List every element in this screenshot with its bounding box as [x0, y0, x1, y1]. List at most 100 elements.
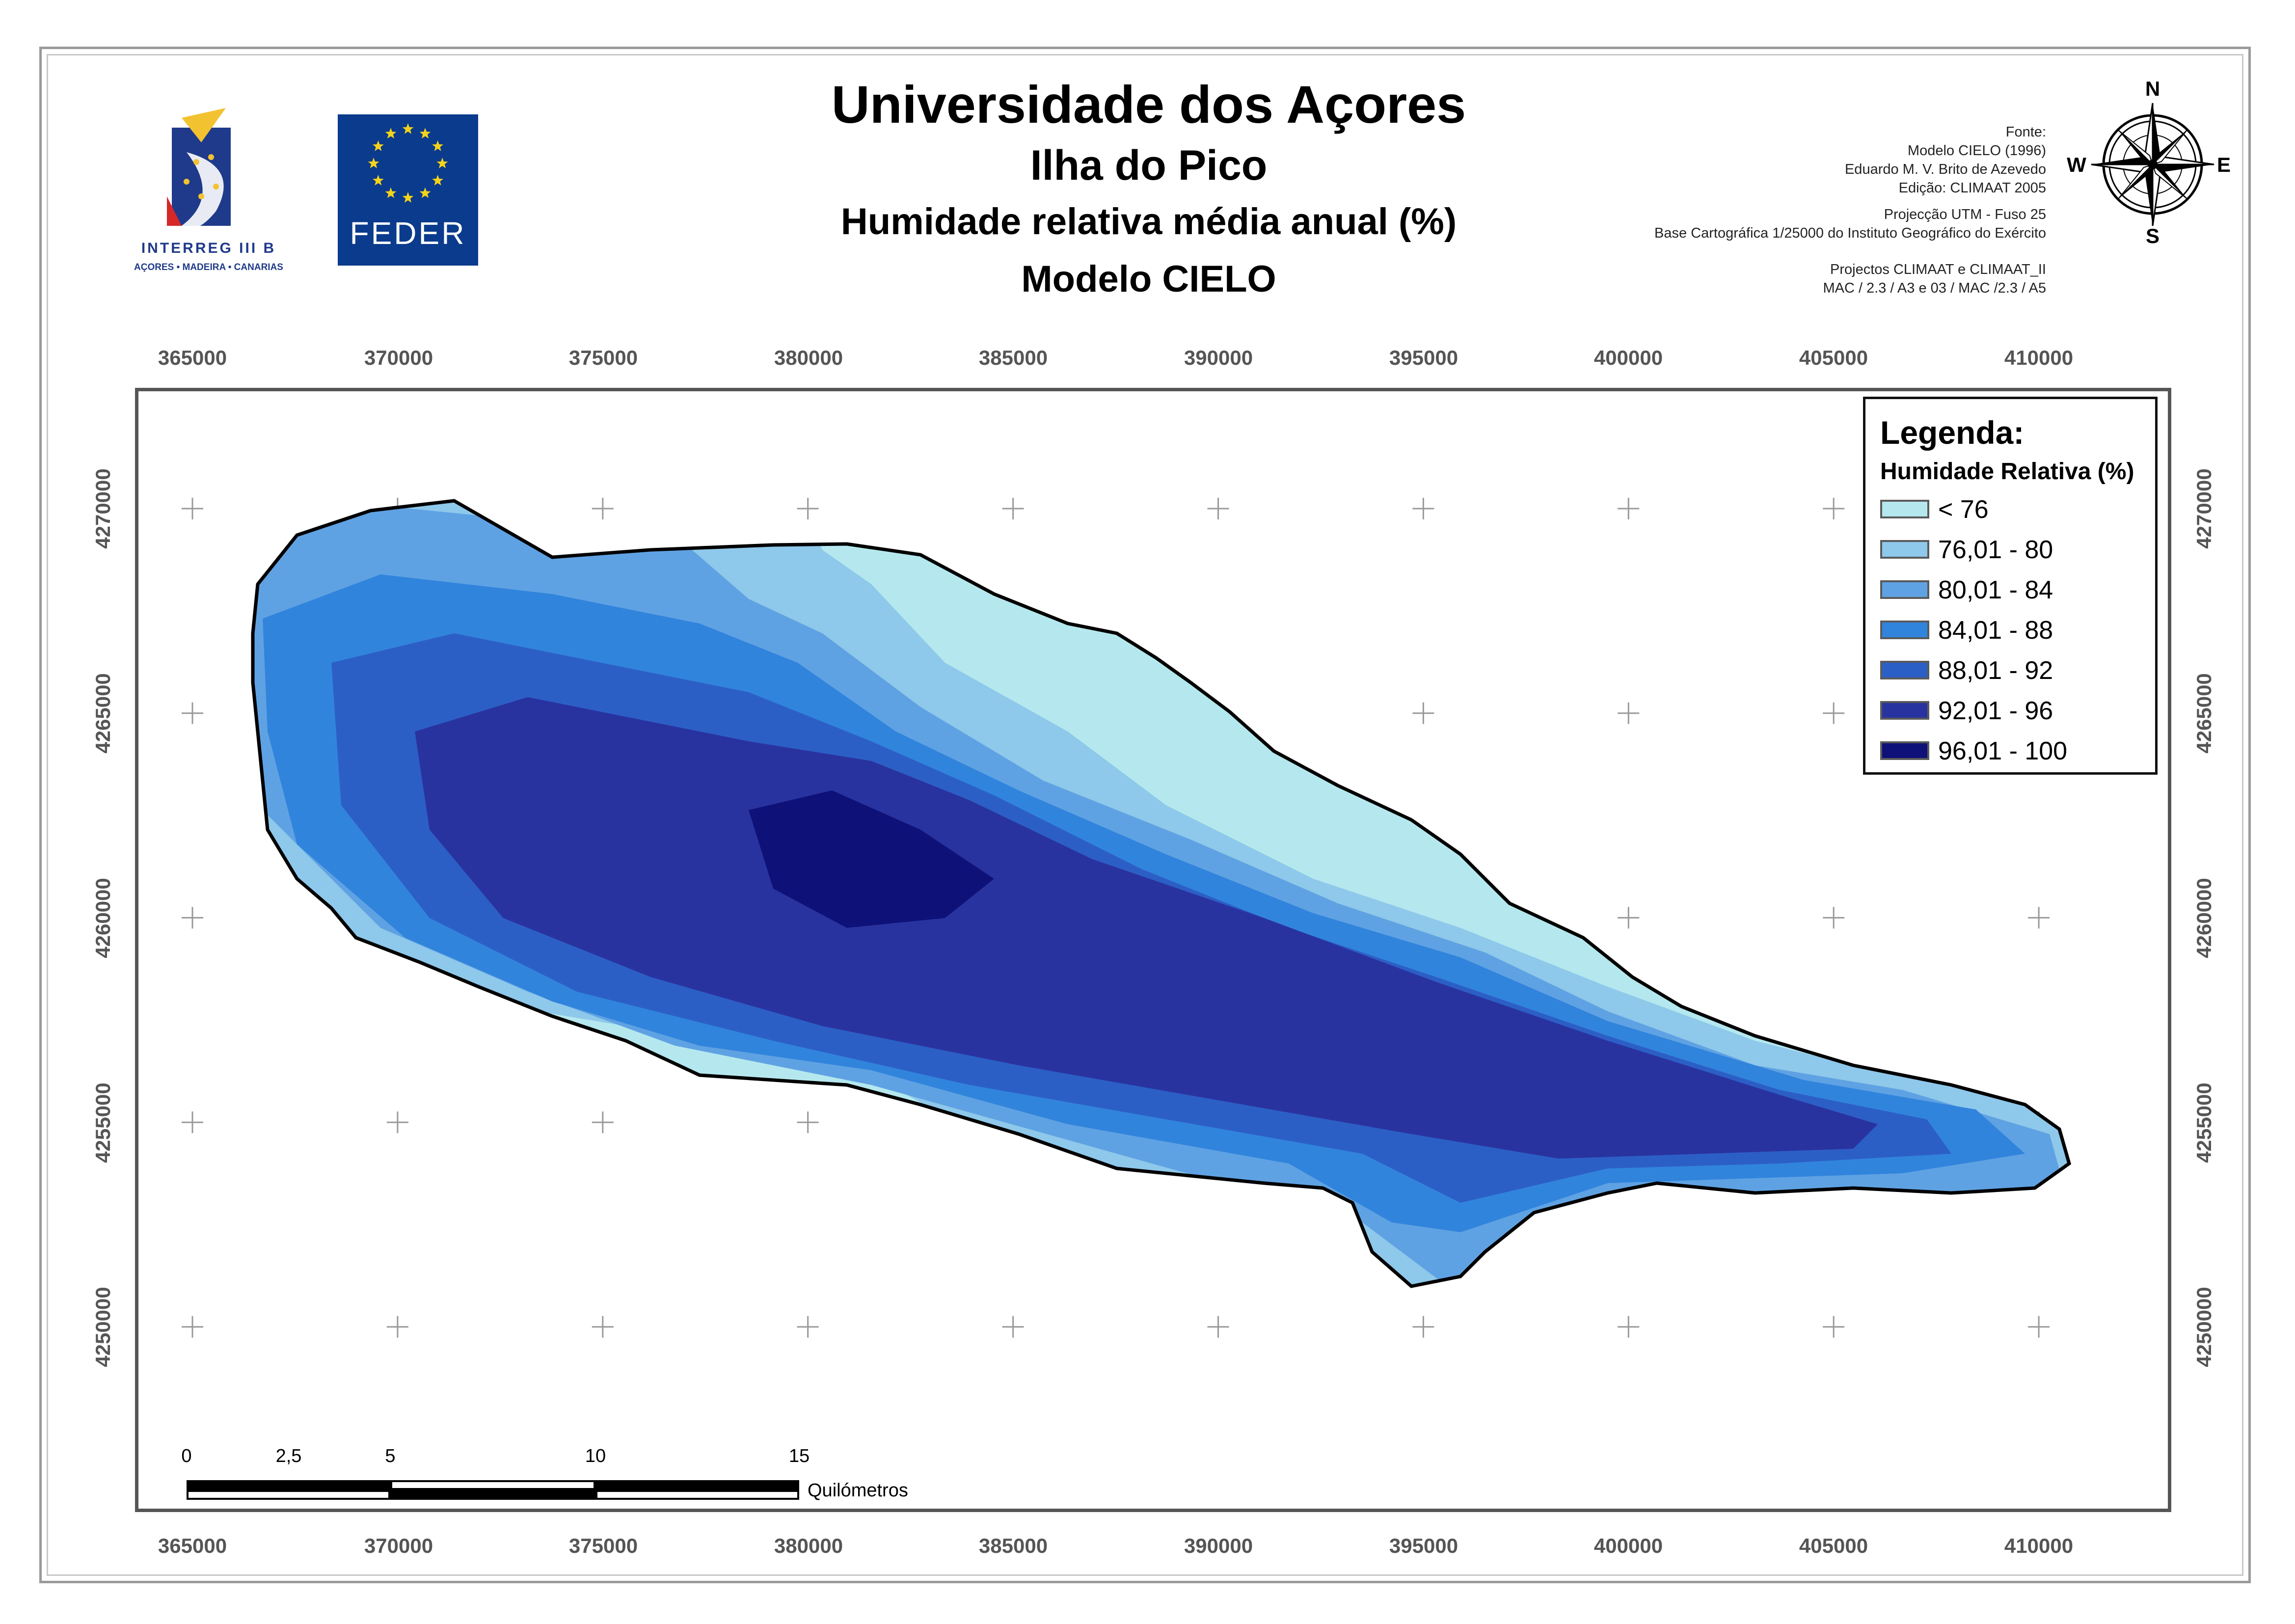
grid-cross — [2028, 907, 2050, 929]
grid-cross — [1002, 498, 1024, 519]
grid-cross — [797, 1316, 819, 1338]
eu-star-icon — [385, 128, 397, 139]
inner-frame — [47, 54, 2243, 1576]
eu-star-icon — [368, 158, 379, 168]
grid-cross — [797, 498, 819, 519]
grid-cross — [1618, 1316, 1640, 1338]
eu-star-icon — [402, 192, 414, 203]
y-tick-left: 4270000 — [91, 468, 114, 549]
interreg-sub: AÇORES • MADEIRA • CANARIAS — [134, 262, 283, 272]
source-line: Projecção UTM - Fuso 25 — [1884, 207, 2046, 222]
grid-cross — [592, 498, 614, 519]
eu-stars-icon — [368, 123, 448, 203]
eu-star-icon — [373, 175, 384, 186]
model-title: Modelo CIELO — [1021, 258, 1276, 300]
x-tick-top: 395000 — [1389, 346, 1458, 369]
legend-label: 84,01 - 88 — [1938, 616, 2053, 645]
x-tick-bottom: 395000 — [1389, 1534, 1458, 1557]
source-line: Projectos CLIMAAT e CLIMAAT_II — [1830, 262, 2046, 277]
grid-cross — [1207, 1316, 1229, 1338]
grid-cross — [1207, 498, 1229, 519]
x-tick-top: 380000 — [774, 346, 843, 369]
x-tick-bottom: 410000 — [2004, 1534, 2074, 1557]
grid-cross — [2028, 1316, 2050, 1338]
scale-label: 0 — [181, 1446, 192, 1466]
x-tick-top: 365000 — [158, 346, 227, 369]
grid-cross — [1412, 1316, 1434, 1338]
eu-star-icon — [432, 140, 443, 151]
scale-bar: 0 2,5 5 10 15 Quilómetros — [181, 1446, 908, 1505]
source-block-2: Projecção UTM - Fuso 25 Base Cartográfic… — [1408, 205, 2046, 243]
eu-star-icon — [419, 128, 431, 139]
legend-swatch — [1880, 701, 1929, 720]
x-tick-top: 375000 — [568, 346, 638, 369]
eu-star-icon — [436, 158, 448, 168]
grid-cross — [1618, 907, 1640, 929]
compass-w: W — [2067, 153, 2086, 176]
grid-cross — [182, 498, 203, 519]
y-tick-left: 4265000 — [91, 673, 114, 754]
grid-cross — [1823, 1316, 1845, 1338]
grid-cross — [386, 1111, 408, 1134]
legend-swatch — [1880, 661, 1929, 679]
feder-label: FEDER — [350, 216, 466, 251]
grid-cross — [592, 1316, 614, 1338]
subject-title: Humidade relativa média anual (%) — [840, 201, 1457, 243]
grid-cross — [1823, 498, 1845, 519]
eu-star-icon — [385, 187, 397, 198]
eu-star-icon — [373, 140, 384, 151]
compass-n: N — [2145, 77, 2160, 100]
eu-star-icon — [419, 187, 431, 198]
x-tick-bottom: 400000 — [1593, 1534, 1663, 1557]
legend-swatch — [1880, 741, 1929, 760]
interreg-logo: INTERREG III B AÇORES • MADEIRA • CANARI… — [134, 108, 283, 272]
x-tick-bottom: 370000 — [364, 1534, 433, 1557]
scale-label: 2,5 — [275, 1446, 302, 1466]
compass-s: S — [2146, 224, 2160, 247]
grid-cross — [182, 1316, 203, 1338]
scale-segment — [187, 1490, 390, 1500]
x-tick-bottom: 405000 — [1799, 1534, 1868, 1557]
y-tick-right: 4250000 — [2192, 1287, 2215, 1367]
outer-frame — [39, 47, 2251, 1583]
x-tick-top: 385000 — [978, 346, 1048, 369]
legend-swatch — [1880, 540, 1929, 559]
x-tick-top: 390000 — [1184, 346, 1253, 369]
x-tick-bottom: 385000 — [978, 1534, 1048, 1557]
grid-cross — [1618, 702, 1640, 724]
scale-segment — [390, 1490, 595, 1500]
legend-label: 92,01 - 96 — [1938, 697, 2053, 725]
feder-logo: FEDER — [338, 114, 478, 266]
x-tick-bottom: 380000 — [774, 1534, 843, 1557]
island-title: Ilha do Pico — [1030, 142, 1268, 189]
y-tick-left: 4260000 — [91, 878, 114, 958]
grid-cross — [797, 1111, 819, 1134]
legend-label: 76,01 - 80 — [1938, 536, 2053, 564]
eu-star-icon — [402, 123, 414, 134]
grid-cross — [1002, 1316, 1024, 1338]
page-title: Universidade dos Açores — [831, 75, 1466, 134]
scale-unit: Quilómetros — [808, 1480, 908, 1501]
grid-cross — [1823, 702, 1845, 724]
y-tick-right: 4270000 — [2192, 468, 2215, 549]
legend-label: 88,01 - 92 — [1938, 656, 2053, 685]
grid-cross — [386, 1316, 408, 1338]
y-tick-right: 4265000 — [2192, 673, 2215, 754]
source-line: Fonte: — [2005, 124, 2046, 140]
legend-label: < 76 — [1938, 495, 1989, 524]
scale-segment — [187, 1480, 390, 1490]
y-tick-right: 4255000 — [2192, 1083, 2215, 1163]
interreg-label: INTERREG III B — [141, 240, 276, 256]
compass-e: E — [2217, 153, 2231, 176]
legend-label: 96,01 - 100 — [1938, 737, 2068, 765]
grid-cross — [182, 702, 203, 724]
grid-cross — [1412, 498, 1434, 519]
scale-label: 5 — [385, 1446, 396, 1466]
source-line: Eduardo M. V. Brito de Azevedo — [1844, 162, 2046, 177]
legend-swatch — [1880, 500, 1929, 518]
source-line: Edição: CLIMAAT 2005 — [1898, 180, 2046, 196]
x-tick-top: 400000 — [1593, 346, 1663, 369]
island-map[interactable] — [135, 388, 2171, 1512]
eu-star-icon — [432, 175, 443, 186]
grid-cross — [592, 1111, 614, 1134]
